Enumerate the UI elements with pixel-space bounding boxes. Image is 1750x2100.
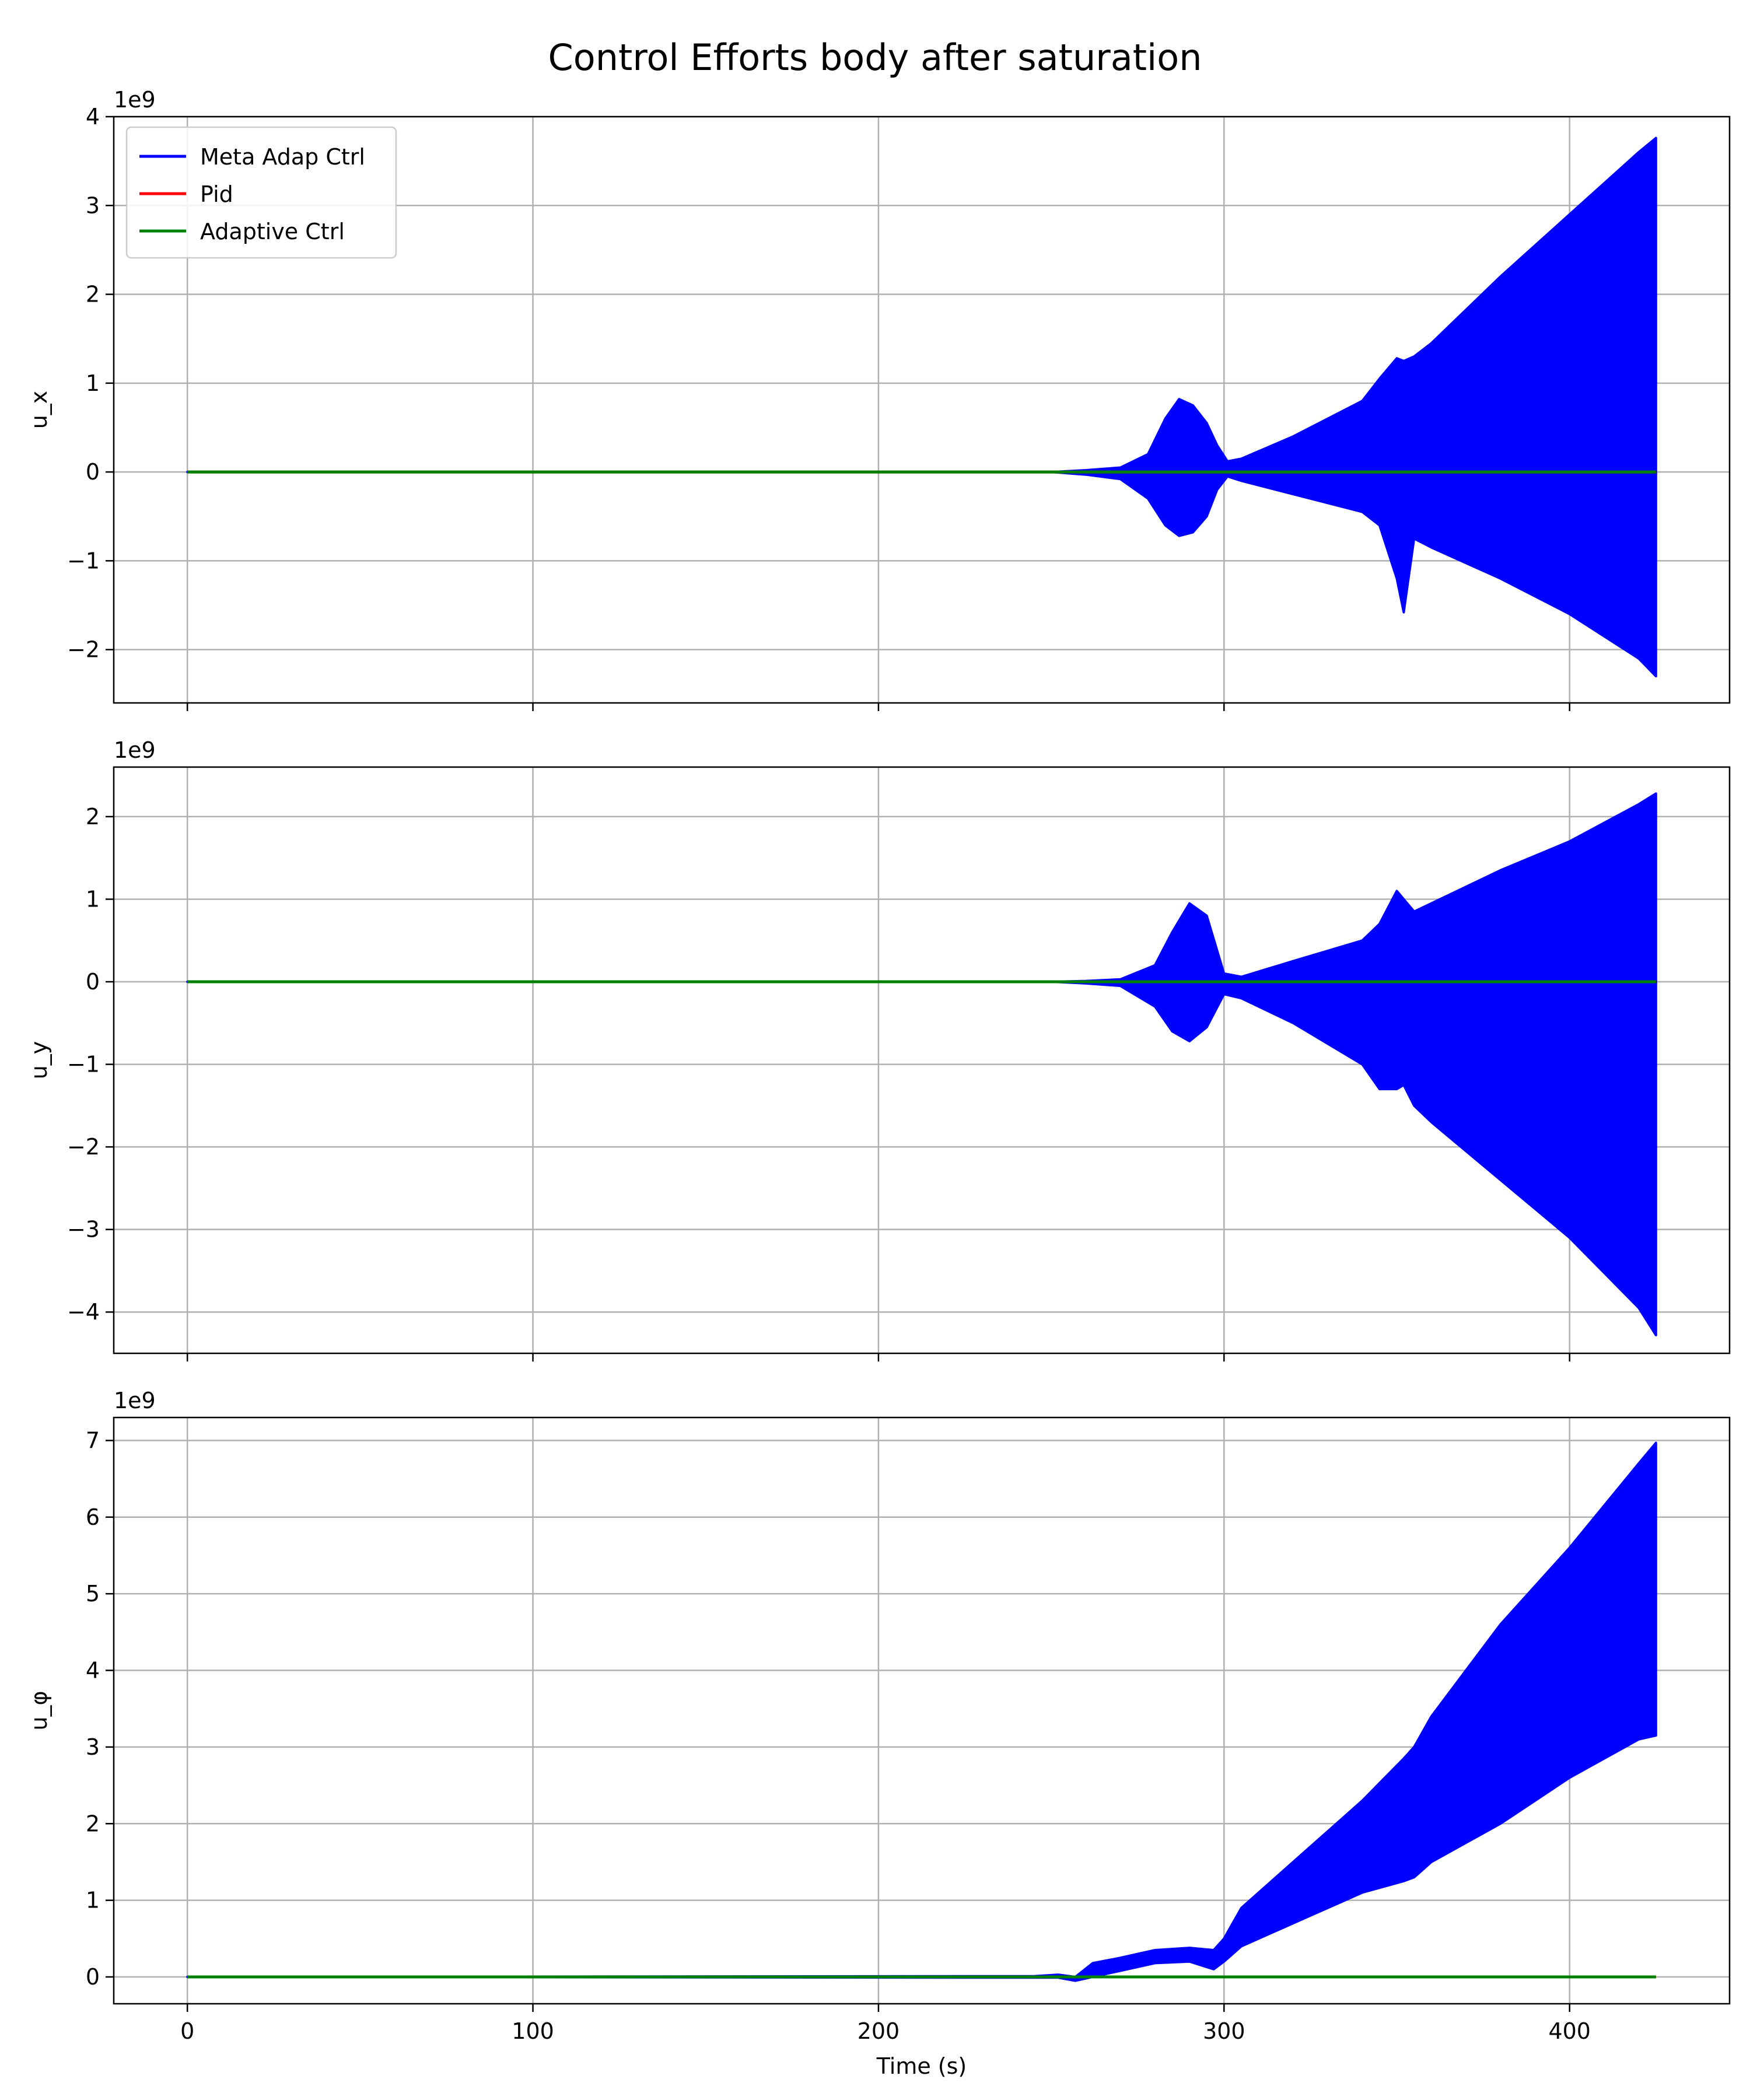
y-tick-label: 0 — [86, 1964, 100, 1990]
y-tick-label: 5 — [86, 1581, 100, 1606]
y-tick-label: 4 — [86, 1658, 100, 1684]
y-tick-label: −1 — [67, 548, 100, 573]
subplot-u_-2: 0 100 200 300 400 0 1 2 3 4 5 6 7 1e9 u_φ Time (s) — [26, 1388, 1731, 2079]
y-tick-label: −2 — [67, 1134, 100, 1160]
y-tick-label: −1 — [67, 1052, 100, 1077]
y-tick-label: 0 — [86, 459, 100, 485]
axes-frame — [113, 766, 1731, 1354]
series-meta-adap-ctrl-envelope — [186, 792, 1657, 1336]
y-tick-label: 4 — [86, 104, 100, 130]
y-offset-text: 1e9 — [114, 1388, 156, 1413]
x-tick-label: 0 — [180, 2018, 194, 2044]
subplot-u_x-0: −2 −1 0 1 2 3 4 1e9 u_x Meta Adap Ctrl Pid Adaptive… — [26, 87, 1731, 711]
y-tick-label: 2 — [86, 282, 100, 307]
y-tick-label: 2 — [86, 1811, 100, 1836]
y-offset-text: 1e9 — [114, 737, 156, 763]
y-tick-label: −4 — [67, 1299, 100, 1325]
y-offset-text: 1e9 — [114, 87, 156, 113]
y-tick-label: 1 — [86, 1888, 100, 1913]
series-meta-adap-ctrl-envelope — [186, 1441, 1657, 1982]
axes-frame — [113, 116, 1731, 704]
y-tick-label: 1 — [86, 370, 100, 396]
x-tick-label: 300 — [1203, 2018, 1245, 2044]
legend: Meta Adap Ctrl Pid Adaptive Ctrl — [125, 126, 397, 259]
y-tick-label: 6 — [86, 1504, 100, 1530]
y-axis-label: u_y — [26, 1041, 52, 1080]
y-axis-label: u_φ — [26, 1690, 52, 1730]
y-axis-label: u_x — [26, 391, 52, 429]
subplots: −2 −1 0 1 2 3 4 1e9 u_x Meta Adap Ctrl Pid Adaptive… — [26, 87, 1731, 2079]
y-tick-label: 3 — [86, 1734, 100, 1760]
legend-entry-label: Pid — [200, 181, 233, 207]
y-tick-label: 2 — [86, 804, 100, 830]
x-tick-label: 100 — [512, 2018, 554, 2044]
y-tick-label: 3 — [86, 192, 100, 218]
y-tick-label: 1 — [86, 886, 100, 912]
axes-frame — [113, 1416, 1731, 2005]
y-tick-label: 7 — [86, 1427, 100, 1453]
y-tick-label: −3 — [67, 1217, 100, 1242]
figure-title: Control Efforts body after saturation — [548, 36, 1202, 79]
y-tick-label: −2 — [67, 637, 100, 663]
legend-entry-label: Adaptive Ctrl — [200, 219, 345, 244]
x-tick-label: 400 — [1548, 2018, 1591, 2044]
legend-entry-label: Meta Adap Ctrl — [200, 144, 365, 170]
series-meta-adap-ctrl-envelope — [186, 136, 1657, 678]
x-tick-label: 200 — [858, 2018, 900, 2044]
x-axis-label: Time (s) — [876, 2053, 967, 2079]
subplot-u_y-1: −4 −3 −2 −1 0 1 2 1e9 u_y — [26, 737, 1731, 1362]
legend-box — [125, 126, 397, 259]
y-tick-label: 0 — [86, 969, 100, 995]
